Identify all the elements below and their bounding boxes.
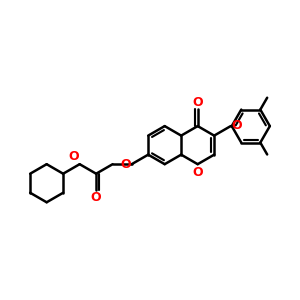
Text: O: O <box>68 151 79 164</box>
Text: O: O <box>120 158 131 171</box>
Text: O: O <box>231 119 242 132</box>
Text: O: O <box>193 166 203 179</box>
Text: O: O <box>91 191 101 204</box>
Text: O: O <box>192 96 203 109</box>
